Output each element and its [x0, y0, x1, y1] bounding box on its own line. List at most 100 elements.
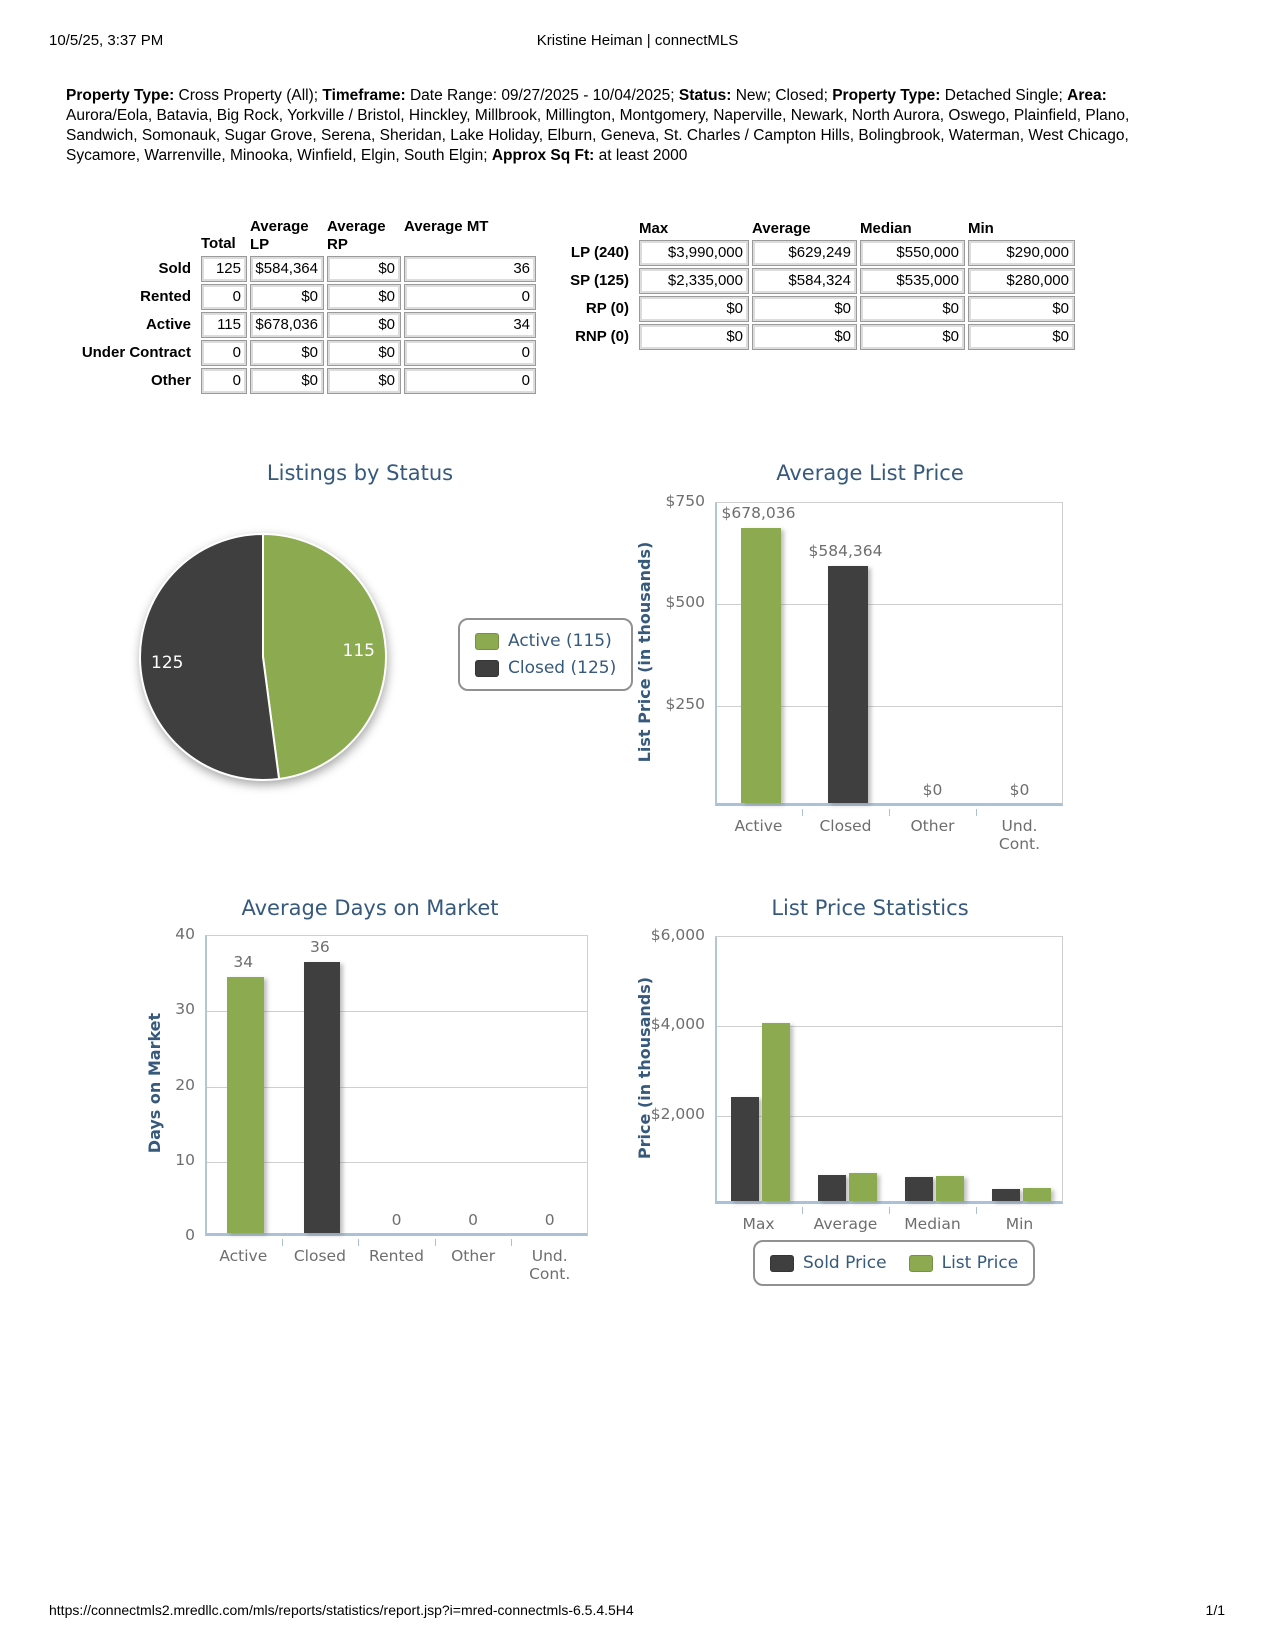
x-tick-mark: [889, 1207, 890, 1214]
table-cell: $0: [639, 296, 749, 322]
table-cell: $0: [327, 340, 401, 366]
list-price-statistics-chart: List Price Statistics Price (in thousand…: [630, 890, 1110, 1330]
bar-value-label: $584,364: [808, 542, 883, 561]
table-cell: $584,324: [752, 268, 857, 294]
plot-area: [715, 502, 1063, 806]
table-corner: [557, 220, 636, 238]
x-category-label: Average: [813, 1215, 878, 1233]
table-cell: $280,000: [968, 268, 1075, 294]
x-tick-mark: [511, 1239, 513, 1246]
table-cell: $0: [250, 284, 324, 310]
y-axis-title: List Price (in thousands): [635, 541, 654, 763]
bar-value-label: $0: [922, 781, 943, 799]
x-category-label: Closed: [293, 1247, 346, 1265]
column-header: Average LP: [250, 218, 309, 253]
row-label: Active: [145, 316, 191, 333]
table-corner: [70, 218, 198, 254]
legend-item-sold-price: Sold Price: [770, 1253, 887, 1273]
x-tick-mark: [889, 809, 890, 816]
x-category-label: Und. Cont.: [998, 817, 1041, 853]
row-label: Under Contract: [81, 344, 191, 361]
criteria-label: Status:: [678, 87, 732, 104]
table-cell: 125: [201, 256, 247, 282]
criteria-text: Property Type: Cross Property (All); Tim…: [66, 87, 1130, 164]
page-number: 1/1: [1205, 1602, 1225, 1618]
criteria-label: Area:: [1067, 87, 1107, 104]
sold-price-swatch: [770, 1254, 794, 1272]
bar-value-label: $0: [1009, 781, 1030, 799]
gridline: [207, 1086, 587, 1088]
criteria-label: Approx Sq Ft:: [491, 147, 595, 164]
column-header: Min: [968, 220, 994, 237]
x-category-label: Rented: [369, 1247, 424, 1265]
x-tick-mark: [281, 1239, 283, 1246]
table-cell: 34: [404, 312, 536, 338]
y-tick-label: $250: [665, 694, 705, 713]
x-category-label: Other: [451, 1247, 496, 1265]
legend-item-active: Active (115): [475, 631, 616, 651]
column-header: Average MT: [404, 218, 489, 235]
bar-value-label: 34: [233, 953, 254, 972]
column-header: Total: [201, 235, 236, 252]
table-cell: 0: [404, 284, 536, 310]
chart-title: List Price Statistics: [771, 896, 969, 920]
table-cell: $0: [327, 256, 401, 282]
chart-title: Listings by Status: [266, 461, 454, 485]
table-cell: $0: [327, 368, 401, 394]
pie-legend: Active (115) Closed (125): [458, 618, 634, 691]
row-label: RNP (0): [575, 328, 629, 345]
bar-active: [740, 528, 781, 803]
gridline: [717, 604, 1062, 606]
chart-title: Average List Price: [776, 461, 964, 485]
legend-item-list-price: List Price: [908, 1253, 1019, 1273]
row-label: Rented: [140, 288, 191, 305]
x-category-label: Active: [219, 1247, 268, 1265]
active-swatch: [475, 632, 499, 650]
legend-label: Active (115): [508, 631, 612, 651]
bar-active: [226, 977, 264, 1233]
closed-swatch: [475, 659, 499, 677]
bar-list-price-max: [762, 1022, 790, 1201]
table-cell: $0: [968, 296, 1075, 322]
x-category-label: Und. Cont.: [529, 1247, 571, 1283]
status-summary-table: Total Average LP Average RP Average MT Sold 1…: [70, 218, 536, 394]
bar-closed: [827, 566, 868, 803]
row-label: LP (240): [570, 244, 629, 261]
gridline: [717, 705, 1062, 707]
y-tick-label: 40: [175, 925, 195, 943]
legend-label: Closed (125): [508, 658, 617, 678]
table-cell: $0: [327, 312, 401, 338]
legend-label: List Price: [941, 1253, 1019, 1273]
x-tick-mark: [802, 809, 803, 816]
table-cell: $0: [250, 368, 324, 394]
table-cell: $0: [639, 324, 749, 350]
bar-list-price-median: [936, 1176, 964, 1201]
list-price-swatch: [908, 1254, 933, 1272]
gridline: [207, 1011, 587, 1013]
row-label: Sold: [158, 260, 192, 277]
gridline: [717, 1115, 1062, 1117]
y-tick-label: 10: [175, 1150, 195, 1169]
bar-sold-price-average: [818, 1174, 846, 1201]
bar-list-price-min: [1023, 1188, 1051, 1201]
table-cell: $0: [752, 296, 857, 322]
bar-sold-price-min: [992, 1188, 1020, 1201]
bar-list-price-average: [849, 1172, 877, 1201]
table-cell: 0: [404, 340, 536, 366]
report-url: https://connectmls2.mredllc.com/mls/repo…: [49, 1602, 634, 1618]
table-cell: $0: [968, 324, 1075, 350]
table-cell: 115: [201, 312, 247, 338]
table-cell: $290,000: [968, 240, 1075, 266]
table-cell: 0: [201, 284, 247, 310]
table-cell: $550,000: [860, 240, 965, 266]
listings-by-status-chart: Listings by Status Active (115) Closed (…: [100, 455, 634, 825]
y-tick-label: $4,000: [650, 1015, 705, 1034]
gridline: [717, 1026, 1062, 1028]
bar-value-label: 36: [310, 938, 330, 957]
table-cell: $2,335,000: [639, 268, 749, 294]
x-category-label: Min: [1005, 1215, 1034, 1233]
series-legend: Sold Price List Price: [753, 1240, 1036, 1286]
y-tick-label: $750: [665, 492, 705, 510]
x-category-label: Max: [742, 1215, 775, 1233]
